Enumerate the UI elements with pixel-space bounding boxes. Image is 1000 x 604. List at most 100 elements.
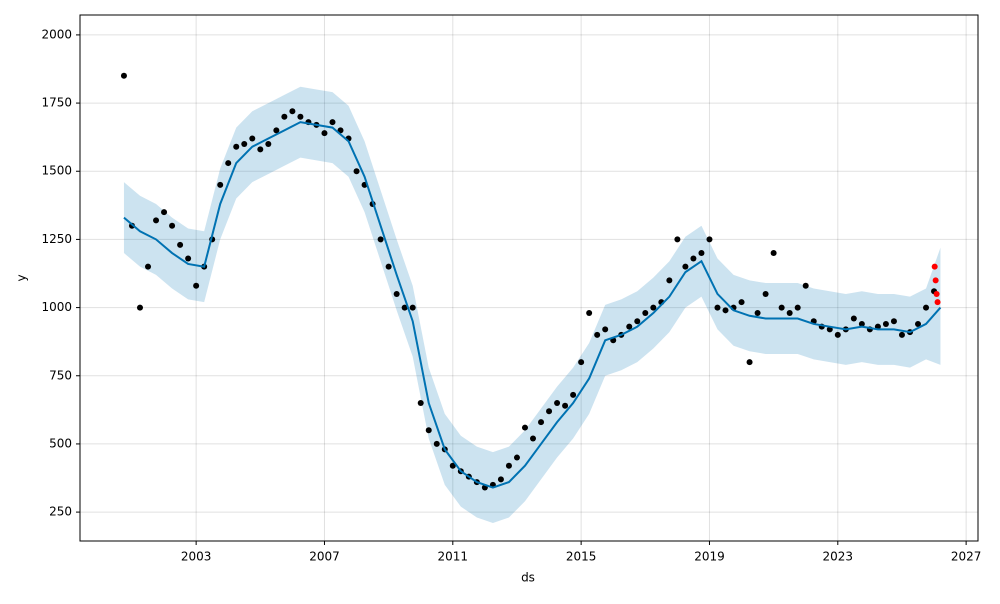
data-point [433,440,440,447]
y-tick-label: 2000 [41,27,72,41]
data-point [321,130,328,137]
forecast-line [123,121,942,489]
data-point [393,290,400,297]
data-point [257,146,264,153]
y-axis-label: y [15,274,29,281]
data-point [594,331,601,338]
y-tick-label: 750 [49,368,72,382]
data-point [353,168,360,175]
data-point [578,359,585,366]
data-point [602,326,609,333]
y-tick-label: 1750 [41,96,72,110]
x-tick-label: 2027 [951,550,982,564]
data-point [882,320,889,327]
data-point [794,304,801,311]
data-point [185,255,192,262]
data-point [933,290,940,297]
data-point [337,127,344,134]
data-point [570,391,577,398]
data-point [241,140,248,147]
x-tick-label: 2019 [694,550,725,564]
data-point [530,435,537,442]
data-point [136,304,143,311]
data-point [554,400,561,407]
data-point [521,424,528,431]
x-tick-label: 2007 [309,550,340,564]
data-point [778,304,785,311]
data-point [225,160,232,167]
data-point [698,250,705,257]
data-point [377,236,384,243]
data-point [834,331,841,338]
data-point [682,263,689,270]
data-point [714,304,721,311]
y-tick-label: 1500 [41,164,72,178]
data-point [546,408,553,415]
data-point [385,263,392,270]
data-point [770,250,777,257]
data-point [722,307,729,314]
data-point [850,315,857,322]
data-point [786,310,793,317]
data-point [642,310,649,317]
data-point [497,476,504,483]
data-point [538,419,545,426]
data-point [289,108,296,115]
data-point [513,454,520,461]
data-point [233,143,240,150]
data-point [915,320,922,327]
data-point [145,263,152,270]
data-point [505,462,512,469]
x-tick-label: 2015 [566,550,597,564]
data-point [666,277,673,284]
data-point [634,318,641,325]
data-point [297,113,304,120]
x-tick-label: 2023 [823,550,854,564]
data-point [890,318,897,325]
data-point [329,119,336,126]
data-point [153,217,160,224]
x-tick-label: 2003 [181,550,212,564]
data-point [425,427,432,434]
data-point [449,462,456,469]
data-point [249,135,256,142]
data-point [931,263,938,270]
data-point [762,290,769,297]
y-tick-label: 1000 [41,300,72,314]
data-point [674,236,681,243]
plot-frame [79,14,979,542]
data-point [169,222,176,229]
data-point [273,127,280,134]
y-tick-label: 1250 [41,232,72,246]
data-point [193,282,200,289]
data-point [161,209,168,216]
y-tick-label: 500 [49,436,72,450]
data-point [562,402,569,409]
data-point [586,310,593,317]
data-point [934,299,941,306]
data-point [706,236,713,243]
data-point [802,282,809,289]
data-point [217,181,224,188]
data-point [898,331,905,338]
data-point [738,299,745,306]
x-axis-label: ds [521,571,535,585]
data-point [650,304,657,311]
data-point [754,310,761,317]
data-point [626,323,633,330]
data-point [265,140,272,147]
data-point [746,359,753,366]
data-point [858,320,865,327]
data-point [417,400,424,407]
data-point [923,304,930,311]
data-point [409,304,416,311]
data-point [177,241,184,248]
data-point [932,277,939,284]
y-tick-label: 250 [49,505,72,519]
data-point [281,113,288,120]
data-point [120,72,127,79]
data-point [690,255,697,262]
data-point [401,304,408,311]
